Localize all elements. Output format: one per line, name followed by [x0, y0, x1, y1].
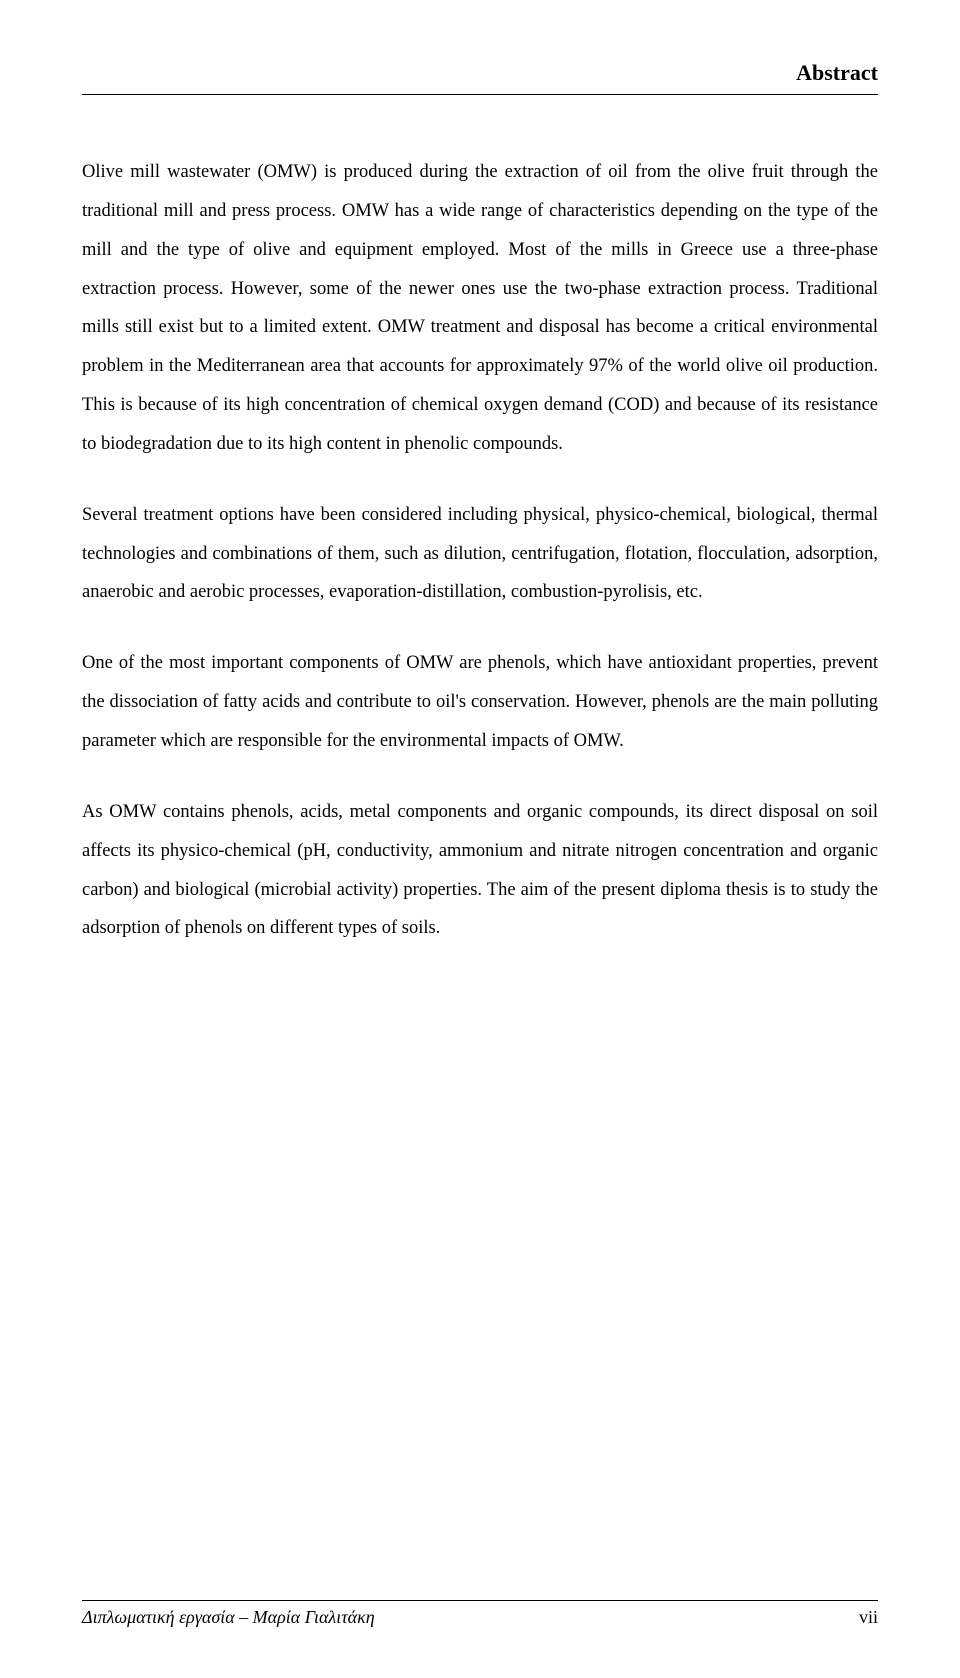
header-title: Abstract [796, 60, 878, 85]
paragraph-1: Olive mill wastewater (OMW) is produced … [82, 153, 878, 464]
page-header: Abstract [82, 60, 878, 95]
footer-page-number: vii [859, 1607, 878, 1628]
paragraph-2: Several treatment options have been cons… [82, 496, 878, 613]
footer-left: Διπλωματική εργασία – Μαρία Γιαλιτάκη [82, 1607, 375, 1628]
page-footer: Διπλωματική εργασία – Μαρία Γιαλιτάκη vi… [82, 1600, 878, 1628]
abstract-body: Olive mill wastewater (OMW) is produced … [82, 153, 878, 948]
paragraph-3: One of the most important components of … [82, 644, 878, 761]
paragraph-4: As OMW contains phenols, acids, metal co… [82, 793, 878, 948]
